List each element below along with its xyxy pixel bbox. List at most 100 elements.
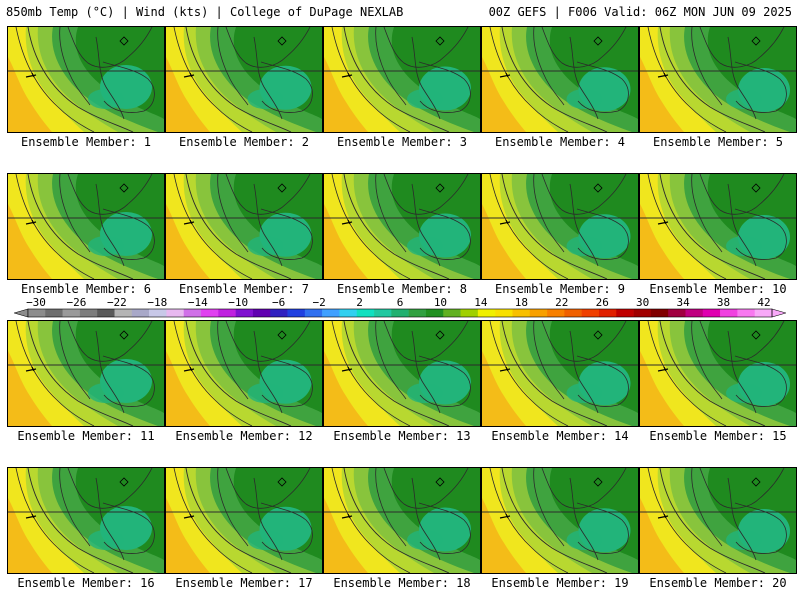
- colorbar-swatch: [495, 309, 513, 317]
- member-caption: Ensemble Member: 9: [494, 282, 626, 296]
- colorbar-swatch: [252, 309, 271, 317]
- colorbar-tick-label: −22: [107, 297, 127, 309]
- colorbar-swatch: [374, 309, 392, 317]
- colorbar-swatch: [339, 309, 358, 317]
- colorbar-swatch: [356, 309, 375, 317]
- colorbar-swatch: [408, 309, 427, 317]
- temperature-map: [481, 467, 639, 574]
- map-title: 850mb Temp (°C) | Wind (kts) | College o…: [6, 5, 404, 19]
- model-valid-time: 00Z GEFS | F006 Valid: 06Z MON JUN 09 20…: [488, 5, 792, 19]
- colorbar-swatch: [737, 309, 755, 317]
- colorbar-swatch: [443, 309, 461, 317]
- temperature-map: [165, 26, 323, 133]
- member-caption: Ensemble Member: 1: [20, 135, 152, 149]
- colorbar-swatch: [633, 309, 652, 317]
- colorbar-tick-label: −14: [188, 297, 208, 309]
- colorbar-tick-label: 26: [596, 297, 609, 309]
- colorbar-swatch: [270, 309, 288, 317]
- temperature-map: [639, 26, 797, 133]
- temperature-map: [639, 320, 797, 427]
- temperature-map: [481, 320, 639, 427]
- colorbar-tick-label: 10: [434, 297, 447, 309]
- member-caption: Ensemble Member: 12: [175, 429, 313, 443]
- temperature-map: [7, 26, 165, 133]
- member-caption: Ensemble Member: 19: [491, 576, 629, 590]
- colorbar-swatch: [218, 309, 236, 317]
- colorbar-swatch: [529, 309, 548, 317]
- member-caption: Ensemble Member: 15: [649, 429, 787, 443]
- colorbar-tick-label: 2: [356, 297, 363, 309]
- temperature-colorbar: −30 −26 −22 −18 −14 −10 −6 −2 2 6 10 14 18 22 26 30 34 38…: [14, 297, 786, 318]
- colorbar-swatch: [62, 309, 81, 317]
- colorbar-swatch: [547, 309, 565, 317]
- colorbar-swatch: [114, 309, 133, 317]
- colorbar-tick-label: 38: [717, 297, 730, 309]
- member-caption: Ensemble Member: 18: [333, 576, 471, 590]
- colorbar-swatch: [149, 309, 167, 317]
- colorbar-swatch: [581, 309, 600, 317]
- colorbar-swatch: [45, 309, 63, 317]
- colorbar-tick-label: −30: [26, 297, 46, 309]
- colorbar-swatch: [616, 309, 634, 317]
- colorbar-tick-label: 6: [397, 297, 404, 309]
- colorbar-swatch: [650, 309, 669, 317]
- temperature-map: [639, 467, 797, 574]
- colorbar-swatch: [391, 309, 409, 317]
- member-caption: Ensemble Member: 17: [175, 576, 313, 590]
- colorbar-tick-label: 22: [555, 297, 568, 309]
- colorbar-tick-label: −2: [312, 297, 325, 309]
- colorbar-swatch: [201, 309, 219, 317]
- temperature-map: [323, 467, 481, 574]
- colorbar-tick-label: −10: [228, 297, 248, 309]
- colorbar-high-arrow: [771, 308, 786, 318]
- member-caption: Ensemble Member: 13: [333, 429, 471, 443]
- temperature-map: [165, 320, 323, 427]
- colorbar-swatch: [512, 309, 531, 317]
- member-caption: Ensemble Member: 20: [649, 576, 787, 590]
- member-caption: Ensemble Member: 5: [652, 135, 784, 149]
- temperature-map: [323, 26, 481, 133]
- colorbar-tick-label: 14: [474, 297, 488, 309]
- temperature-map: [323, 173, 481, 280]
- colorbar-swatch: [685, 309, 704, 317]
- member-caption: Ensemble Member: 11: [17, 429, 155, 443]
- colorbar-swatch: [97, 309, 115, 317]
- colorbar-swatch: [322, 309, 340, 317]
- temperature-map: [639, 173, 797, 280]
- colorbar-swatch: [702, 309, 721, 317]
- colorbar-swatch: [754, 309, 773, 317]
- temperature-map: [481, 26, 639, 133]
- colorbar-swatch: [477, 309, 496, 317]
- colorbar-swatch: [131, 309, 150, 317]
- temperature-map: [165, 467, 323, 574]
- colorbar-swatch: [235, 309, 254, 317]
- temperature-map: [481, 173, 639, 280]
- temperature-map: [323, 320, 481, 427]
- colorbar-swatch: [287, 309, 306, 317]
- temperature-map: [7, 173, 165, 280]
- colorbar-low-arrow: [14, 308, 29, 318]
- colorbar-swatch: [720, 309, 738, 317]
- temperature-map: [7, 467, 165, 574]
- colorbar-tick-label: −26: [67, 297, 87, 309]
- member-caption: Ensemble Member: 10: [649, 282, 787, 296]
- colorbar-swatch: [166, 309, 185, 317]
- colorbar-swatch: [79, 309, 98, 317]
- colorbar-swatch: [425, 309, 444, 317]
- member-caption: Ensemble Member: 6: [20, 282, 152, 296]
- colorbar-swatch: [598, 309, 617, 317]
- member-caption: Ensemble Member: 8: [336, 282, 468, 296]
- member-caption: Ensemble Member: 3: [336, 135, 468, 149]
- colorbar-swatch: [28, 309, 46, 317]
- colorbar-swatch: [304, 309, 323, 317]
- colorbar-tick-label: 30: [636, 297, 649, 309]
- colorbar-swatch: [183, 309, 202, 317]
- colorbar-tick-label: −6: [272, 297, 285, 309]
- colorbar-swatch: [460, 309, 479, 317]
- member-caption: Ensemble Member: 14: [491, 429, 629, 443]
- member-caption: Ensemble Member: 2: [178, 135, 310, 149]
- temperature-map: [7, 320, 165, 427]
- member-caption: Ensemble Member: 4: [494, 135, 626, 149]
- colorbar-tick-label: 34: [676, 297, 690, 309]
